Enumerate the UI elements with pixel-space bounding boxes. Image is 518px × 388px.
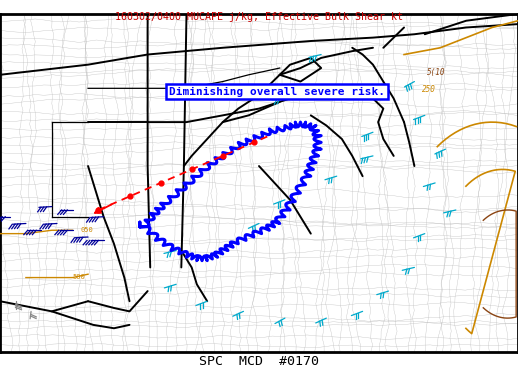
Text: 500: 500 xyxy=(73,274,85,280)
Text: SPC  MCD  #0170: SPC MCD #0170 xyxy=(199,355,319,368)
Text: 050: 050 xyxy=(80,227,93,233)
Text: 5(10: 5(10 xyxy=(427,68,446,77)
Text: 160302/0400 MUCAPE j/kg, Effective Bulk Shear kt: 160302/0400 MUCAPE j/kg, Effective Bulk … xyxy=(115,12,403,23)
Text: 250: 250 xyxy=(422,85,436,94)
Text: Diminishing overall severe risk.: Diminishing overall severe risk. xyxy=(169,87,385,97)
